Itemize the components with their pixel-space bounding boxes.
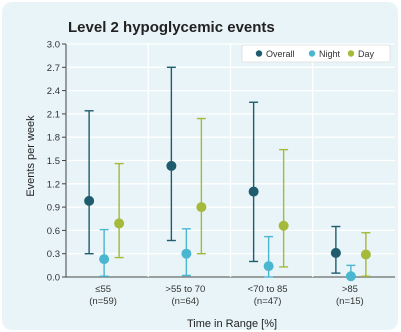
point-night	[263, 261, 274, 272]
point-night	[99, 254, 110, 265]
y-tick-label: 3.0	[47, 40, 60, 51]
y-tick-label: 1.2	[47, 179, 60, 190]
legend: Overall Night Day	[241, 44, 391, 63]
point-overall	[166, 160, 177, 171]
point-overall	[248, 186, 259, 197]
error-bar-night	[181, 228, 192, 277]
error-bar-day	[360, 232, 371, 277]
x-axis-title: Time in Range [%]	[187, 318, 277, 330]
error-bar-day	[196, 117, 207, 255]
chart-title: Level 2 hypoglycemic events	[68, 19, 275, 36]
y-tick-label: 0.9	[47, 203, 60, 214]
error-bars	[84, 66, 371, 282]
legend-marker-day	[347, 50, 355, 57]
point-day	[278, 220, 289, 231]
point-overall	[84, 195, 95, 206]
error-bar-day	[278, 148, 289, 268]
point-overall	[330, 247, 341, 258]
error-bar-night	[99, 228, 110, 277]
y-tick-labels: 0.0 0.3 0.6 0.9 1.2 1.5 1.8 2.1 2.4 2.7 3.0	[47, 40, 60, 284]
category-n: (n=47)	[254, 296, 282, 307]
y-tick-label: 1.5	[47, 156, 60, 167]
error-bar-overall	[84, 110, 95, 255]
y-tick-label: 2.7	[47, 63, 60, 74]
error-bar-night	[345, 264, 356, 282]
error-bar-day	[114, 162, 125, 259]
point-night	[345, 271, 356, 282]
category-label: >55 to 70	[165, 284, 205, 295]
point-day	[196, 202, 207, 213]
y-tick-label: 0.6	[47, 226, 60, 237]
legend-marker-overall	[255, 50, 263, 57]
category-label: >85	[342, 284, 358, 295]
category-labels: ≤55(n=59) >55 to 70(n=64) <70 to 85(n=47) >…	[89, 284, 363, 307]
point-day	[114, 218, 125, 229]
error-bar-overall	[166, 66, 177, 242]
error-bar-night	[263, 235, 274, 278]
category-n: (n=15)	[336, 296, 364, 307]
y-tick-label: 2.1	[47, 109, 60, 120]
legend-marker-night	[308, 50, 316, 57]
category-label: ≤55	[95, 284, 111, 295]
category-n: (n=59)	[89, 296, 117, 307]
y-tick-label: 1.8	[47, 133, 60, 144]
error-bar-overall	[248, 101, 259, 263]
y-axis-title: Events per week	[25, 115, 37, 197]
error-bar-overall	[330, 225, 341, 274]
legend-label-night: Night	[319, 49, 341, 59]
category-n: (n=64)	[172, 296, 200, 307]
y-tick-label: 0.0	[47, 273, 60, 284]
legend-label-overall: Overall	[266, 49, 295, 59]
category-label: <70 to 85	[248, 284, 288, 295]
point-night	[181, 248, 192, 259]
legend-box	[241, 44, 391, 63]
grid	[62, 43, 395, 278]
y-tick-label: 0.3	[47, 249, 60, 260]
y-tick-label: 2.4	[47, 86, 60, 97]
point-day	[360, 249, 371, 260]
legend-label-day: Day	[358, 49, 375, 59]
